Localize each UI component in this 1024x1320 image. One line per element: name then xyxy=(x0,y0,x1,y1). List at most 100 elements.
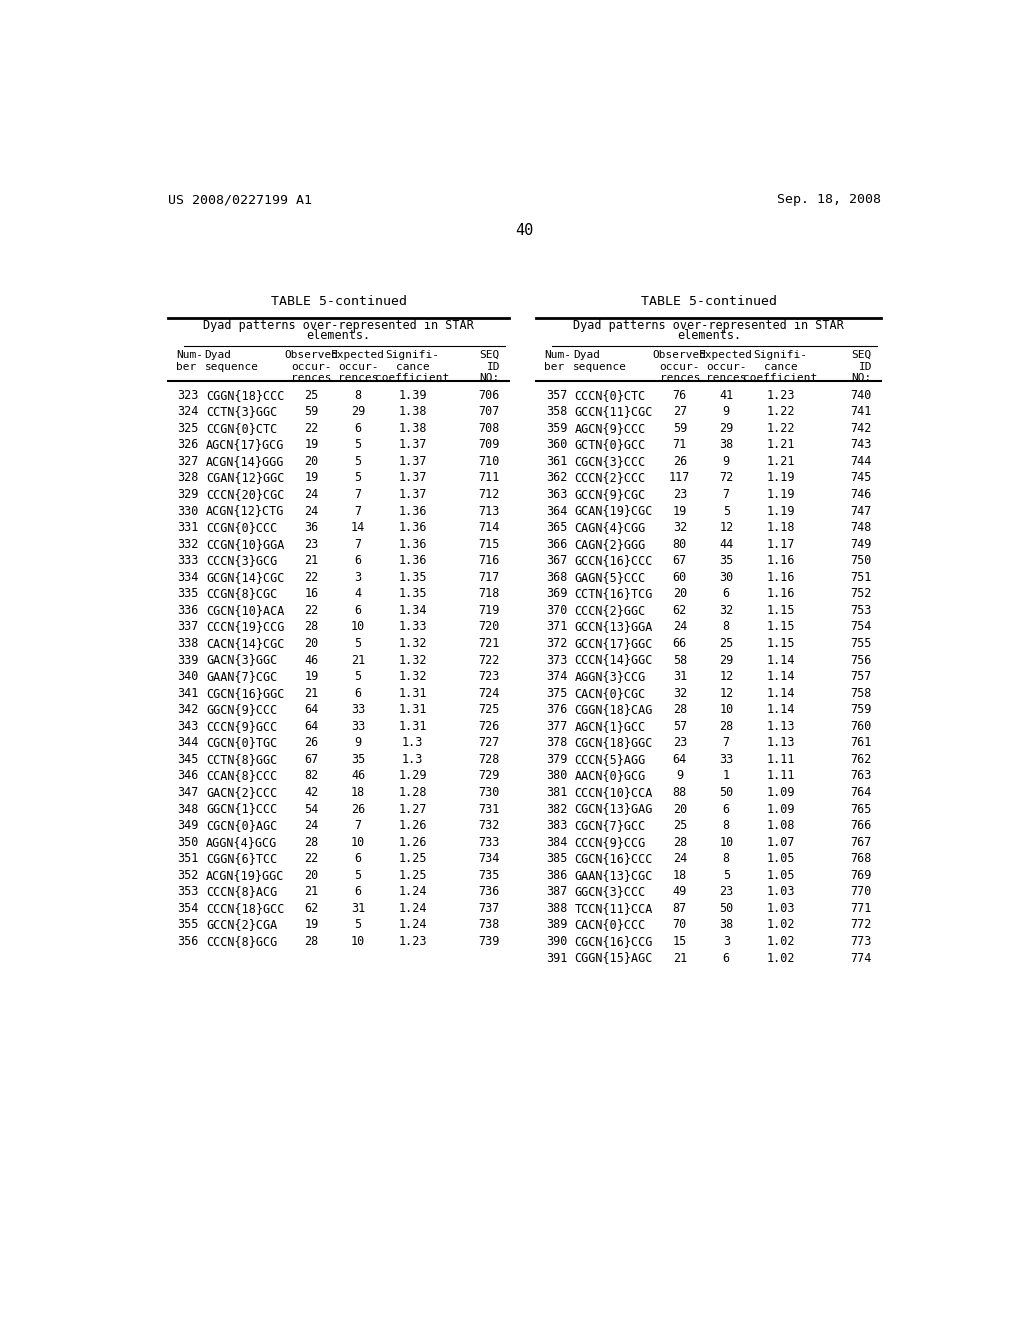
Text: 1.19: 1.19 xyxy=(766,471,795,484)
Text: 750: 750 xyxy=(851,554,872,568)
Text: 5: 5 xyxy=(723,504,730,517)
Text: Num-
ber: Num- ber xyxy=(176,350,203,372)
Text: 378: 378 xyxy=(546,737,567,750)
Text: Observed
occur-
rences: Observed occur- rences xyxy=(653,350,707,383)
Text: 345: 345 xyxy=(177,752,199,766)
Text: 25: 25 xyxy=(673,818,687,832)
Text: 23: 23 xyxy=(673,737,687,750)
Text: 1.07: 1.07 xyxy=(766,836,795,849)
Text: 376: 376 xyxy=(546,704,567,717)
Text: TCCN{11}CCA: TCCN{11}CCA xyxy=(574,902,652,915)
Text: 28: 28 xyxy=(304,935,318,948)
Text: 72: 72 xyxy=(719,471,733,484)
Text: 19: 19 xyxy=(673,504,687,517)
Text: 1.36: 1.36 xyxy=(398,521,427,535)
Text: 1.38: 1.38 xyxy=(398,405,427,418)
Text: 22: 22 xyxy=(304,570,318,583)
Text: CGCN{0}AGC: CGCN{0}AGC xyxy=(206,818,278,832)
Text: 57: 57 xyxy=(673,719,687,733)
Text: 1.09: 1.09 xyxy=(766,785,795,799)
Text: 5: 5 xyxy=(723,869,730,882)
Text: 1.02: 1.02 xyxy=(766,919,795,932)
Text: 372: 372 xyxy=(546,638,567,649)
Text: 1.05: 1.05 xyxy=(766,853,795,865)
Text: 391: 391 xyxy=(546,952,567,965)
Text: 22: 22 xyxy=(304,422,318,434)
Text: 23: 23 xyxy=(719,886,733,899)
Text: 748: 748 xyxy=(851,521,872,535)
Text: 358: 358 xyxy=(546,405,567,418)
Text: 35: 35 xyxy=(351,752,366,766)
Text: 715: 715 xyxy=(478,537,500,550)
Text: 772: 772 xyxy=(851,919,872,932)
Text: 709: 709 xyxy=(478,438,500,451)
Text: CCCN{18}GCC: CCCN{18}GCC xyxy=(206,902,285,915)
Text: 64: 64 xyxy=(673,752,687,766)
Text: 44: 44 xyxy=(719,537,733,550)
Text: 15: 15 xyxy=(673,935,687,948)
Text: 757: 757 xyxy=(851,671,872,682)
Text: CGAN{12}GGC: CGAN{12}GGC xyxy=(206,471,285,484)
Text: SEQ
ID
NO:: SEQ ID NO: xyxy=(852,350,872,383)
Text: 758: 758 xyxy=(851,686,872,700)
Text: 352: 352 xyxy=(177,869,199,882)
Text: 64: 64 xyxy=(304,719,318,733)
Text: 347: 347 xyxy=(177,785,199,799)
Text: 21: 21 xyxy=(304,686,318,700)
Text: 29: 29 xyxy=(719,422,733,434)
Text: 717: 717 xyxy=(478,570,500,583)
Text: 30: 30 xyxy=(719,570,733,583)
Text: 1.21: 1.21 xyxy=(766,455,795,467)
Text: 729: 729 xyxy=(478,770,500,783)
Text: CACN{0}CCC: CACN{0}CCC xyxy=(574,919,646,932)
Text: 28: 28 xyxy=(673,836,687,849)
Text: 6: 6 xyxy=(723,952,730,965)
Text: 365: 365 xyxy=(546,521,567,535)
Text: 333: 333 xyxy=(177,554,199,568)
Text: 20: 20 xyxy=(673,587,687,601)
Text: 67: 67 xyxy=(304,752,318,766)
Text: 1.19: 1.19 xyxy=(766,504,795,517)
Text: 21: 21 xyxy=(304,554,318,568)
Text: 1.32: 1.32 xyxy=(398,671,427,682)
Text: 1.15: 1.15 xyxy=(766,620,795,634)
Text: CGGN{18}CAG: CGGN{18}CAG xyxy=(574,704,652,717)
Text: 42: 42 xyxy=(304,785,318,799)
Text: 41: 41 xyxy=(719,388,733,401)
Text: 374: 374 xyxy=(546,671,567,682)
Text: CCCN{19}CCG: CCCN{19}CCG xyxy=(206,620,285,634)
Text: 80: 80 xyxy=(673,537,687,550)
Text: 335: 335 xyxy=(177,587,199,601)
Text: Expected
occur-
rences: Expected occur- rences xyxy=(699,350,754,383)
Text: CGGN{18}CCC: CGGN{18}CCC xyxy=(206,388,285,401)
Text: CCCN{2}GGC: CCCN{2}GGC xyxy=(574,603,646,616)
Text: 5: 5 xyxy=(354,671,361,682)
Text: 35: 35 xyxy=(719,554,733,568)
Text: CACN{14}CGC: CACN{14}CGC xyxy=(206,638,285,649)
Text: 741: 741 xyxy=(851,405,872,418)
Text: Expected
occur-
rences: Expected occur- rences xyxy=(331,350,385,383)
Text: 1.11: 1.11 xyxy=(766,770,795,783)
Text: 20: 20 xyxy=(304,869,318,882)
Text: CCGN{8}CGC: CCGN{8}CGC xyxy=(206,587,278,601)
Text: CGCN{7}GCC: CGCN{7}GCC xyxy=(574,818,646,832)
Text: 381: 381 xyxy=(546,785,567,799)
Text: elements.: elements. xyxy=(307,330,371,342)
Text: 10: 10 xyxy=(351,935,366,948)
Text: 7: 7 xyxy=(723,737,730,750)
Text: 756: 756 xyxy=(851,653,872,667)
Text: 1.32: 1.32 xyxy=(398,638,427,649)
Text: 737: 737 xyxy=(478,902,500,915)
Text: 6: 6 xyxy=(354,686,361,700)
Text: GCCN{11}CGC: GCCN{11}CGC xyxy=(574,405,652,418)
Text: 763: 763 xyxy=(851,770,872,783)
Text: 1.38: 1.38 xyxy=(398,422,427,434)
Text: 1.28: 1.28 xyxy=(398,785,427,799)
Text: 8: 8 xyxy=(723,853,730,865)
Text: 726: 726 xyxy=(478,719,500,733)
Text: ACGN{12}CTG: ACGN{12}CTG xyxy=(206,504,285,517)
Text: 337: 337 xyxy=(177,620,199,634)
Text: 350: 350 xyxy=(177,836,199,849)
Text: GGCN{3}CCC: GGCN{3}CCC xyxy=(574,886,646,899)
Text: 31: 31 xyxy=(673,671,687,682)
